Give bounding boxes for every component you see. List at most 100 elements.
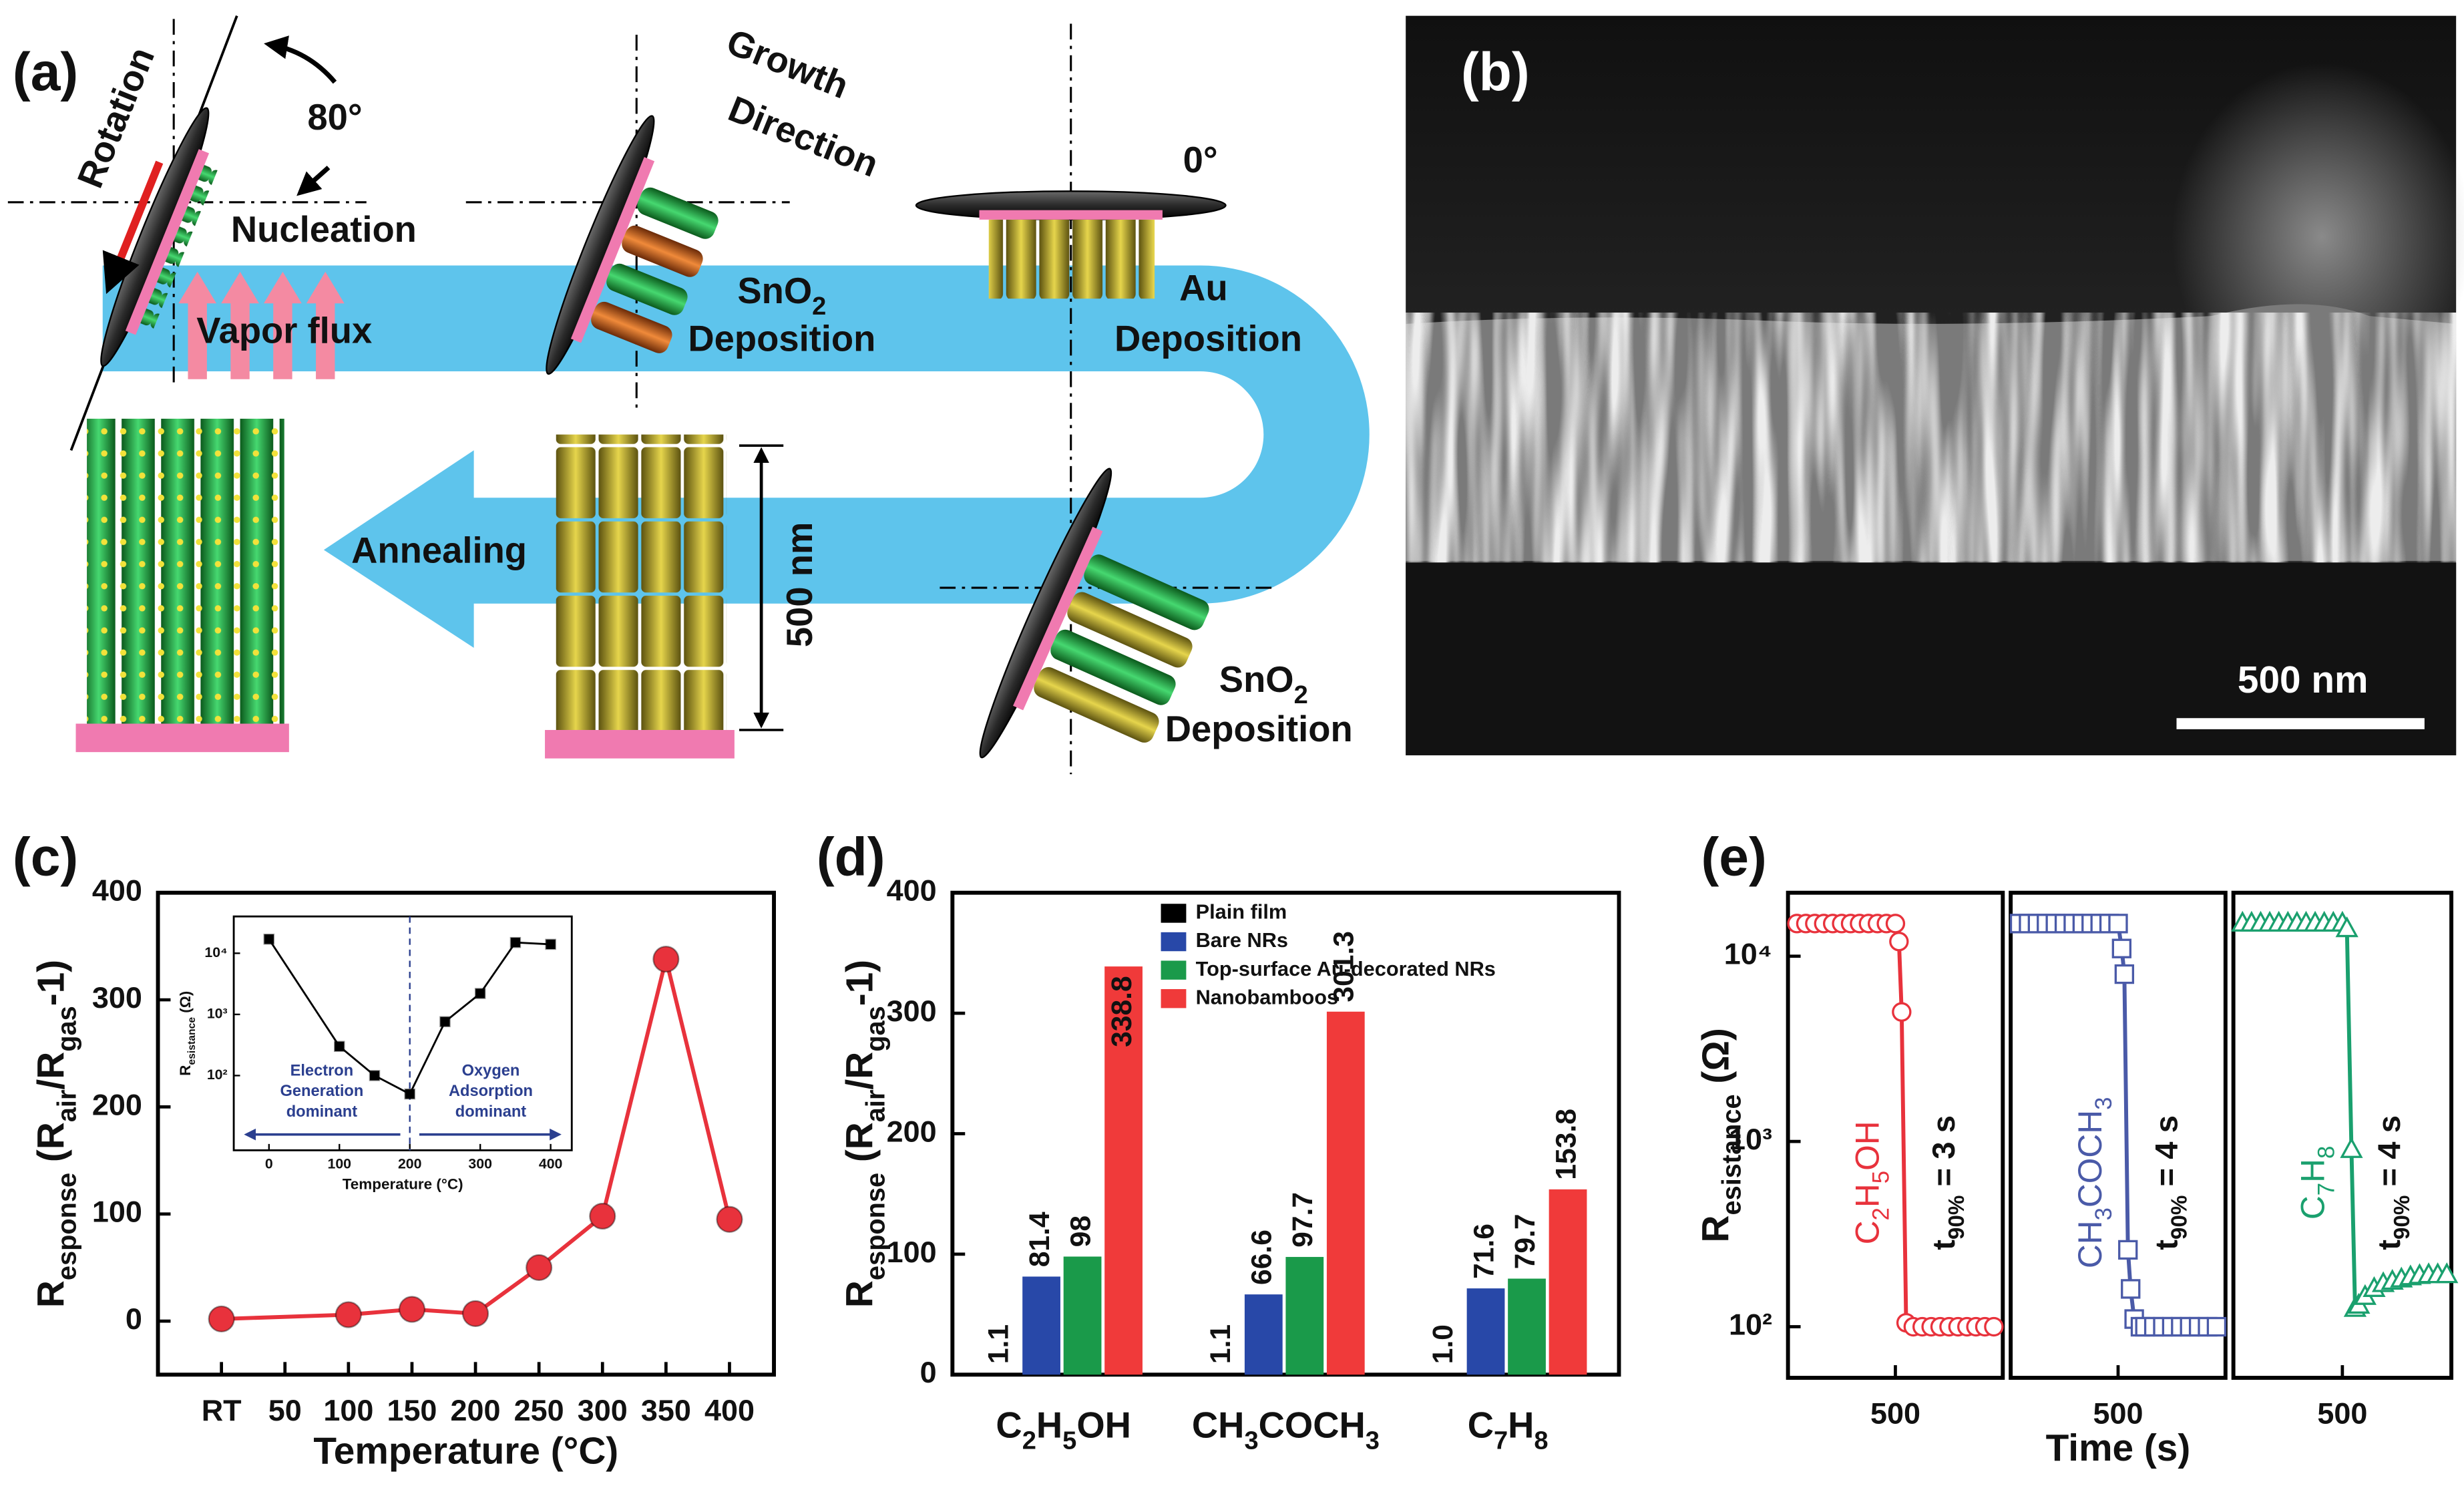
label: Rotation [69, 41, 162, 193]
substrate [915, 190, 1227, 299]
text-part: 3 [1244, 1427, 1258, 1455]
formula-label: C2H5OH [1849, 1121, 1894, 1244]
substrate [979, 468, 1209, 759]
label: Deposition [688, 318, 875, 359]
formula-label: CH3COCH3 [2071, 1097, 2117, 1269]
legend-swatch [1161, 904, 1187, 923]
text-part: 3 [2091, 1207, 2117, 1220]
text-part: COCH [2071, 1110, 2109, 1207]
text-part: 2 [1022, 1427, 1036, 1455]
response-time: t90% = 4 s [2372, 1115, 2415, 1250]
x-tick-label: 100 [328, 1155, 352, 1171]
text-part: air [52, 1090, 81, 1123]
nanorods [988, 219, 1155, 299]
label: Deposition [1165, 709, 1353, 749]
nanorod [637, 187, 718, 239]
flux-arrow [178, 271, 217, 379]
panel-label: (e) [1701, 827, 1767, 888]
data-point [2121, 1279, 2141, 1299]
data-point [2340, 1137, 2363, 1158]
x-tick-label: C7H8 [1468, 1405, 1549, 1455]
text-part: 3 [2091, 1097, 2117, 1110]
y-tick-label: 100 [92, 1195, 142, 1229]
label: Deposition [1114, 318, 1302, 359]
value-label: 1.1 [982, 1324, 1014, 1364]
flux-arrow [264, 271, 302, 379]
data-point [526, 1254, 553, 1282]
x-tick-label: 0 [265, 1155, 273, 1171]
x-tick-label: 250 [514, 1393, 564, 1427]
flux-arrow [306, 271, 345, 379]
x-tick-label: 500 [2317, 1396, 2367, 1431]
data-point [2118, 1240, 2138, 1260]
text-part: H [1508, 1405, 1534, 1446]
text-part: gas [861, 1006, 890, 1051]
y-tick-label: 400 [92, 874, 142, 908]
panel-label: (a) [13, 42, 78, 102]
bar [981, 1373, 1020, 1375]
y-tick-label: 200 [887, 1114, 937, 1148]
label: Vapor flux [196, 311, 372, 351]
y-tick-label: 10² [207, 1067, 228, 1083]
text-part: (Ω) [177, 991, 194, 1017]
text-part: OH [1076, 1405, 1131, 1446]
angle-arrow [264, 35, 337, 84]
data-point [369, 1070, 381, 1081]
data-point [398, 1296, 426, 1323]
text-part: 90% [2390, 1195, 2415, 1240]
x-axis-label: Temperature (°C) [313, 1431, 618, 1473]
value-label: 66.6 [1246, 1230, 1278, 1285]
text-part: = 3 s [1926, 1115, 1962, 1195]
text-part: R [1695, 1215, 1737, 1242]
data-point [2114, 964, 2135, 984]
formula-label: C7H8 [2294, 1146, 2340, 1220]
text-part: 8 [2314, 1146, 2340, 1159]
data-point [439, 1016, 451, 1028]
text-part: R [30, 1280, 72, 1308]
legend-label: Bare NRs [1196, 928, 1288, 952]
plot-frame [156, 890, 776, 1377]
nuclei [139, 162, 219, 332]
text-part: SnO [1219, 659, 1294, 700]
text-part: R [839, 1280, 881, 1308]
y-tick-label: 300 [887, 994, 937, 1028]
text-part: t [1926, 1240, 1962, 1250]
text-part: 5 [1869, 1171, 1894, 1183]
value-label: 153.8 [1550, 1109, 1582, 1180]
bar [1549, 1189, 1587, 1375]
base [75, 723, 289, 753]
x-tick-label: 200 [398, 1155, 422, 1171]
text-part: C [996, 1405, 1022, 1446]
data-line [2242, 921, 2447, 1314]
text-part: H [2294, 1159, 2332, 1183]
data-point [2111, 938, 2132, 958]
data-point [589, 1202, 616, 1230]
text-part: (R [30, 1122, 72, 1173]
text-part: t [2149, 1240, 2184, 1250]
bar [1508, 1278, 1546, 1375]
text-part: t [2372, 1240, 2407, 1250]
rotation-arrow [102, 160, 164, 295]
x-tick-label: 300 [468, 1155, 492, 1171]
annotation: Oxygen [462, 1062, 520, 1079]
plot-frame [232, 915, 573, 1151]
bar [1022, 1276, 1060, 1375]
y-tick-label: 10³ [1729, 1122, 1772, 1156]
substrate [100, 107, 219, 367]
bar [1426, 1373, 1464, 1375]
text-part: H [1036, 1405, 1062, 1446]
text-part: = 4 s [2149, 1115, 2184, 1195]
nanorod [1067, 592, 1193, 668]
bar [1285, 1257, 1324, 1375]
label: 80° [307, 97, 362, 138]
annotation: dominant [286, 1103, 357, 1121]
y-tick-label: 10² [1729, 1307, 1772, 1341]
text-part: COCH [1259, 1405, 1366, 1446]
bar [1326, 1011, 1365, 1375]
data-point [263, 933, 275, 945]
value-label: 1.0 [1427, 1324, 1459, 1364]
text-part: 2 [1294, 681, 1308, 709]
value-label: 338.8 [1106, 976, 1138, 1047]
text-part: -1) [839, 960, 881, 1006]
